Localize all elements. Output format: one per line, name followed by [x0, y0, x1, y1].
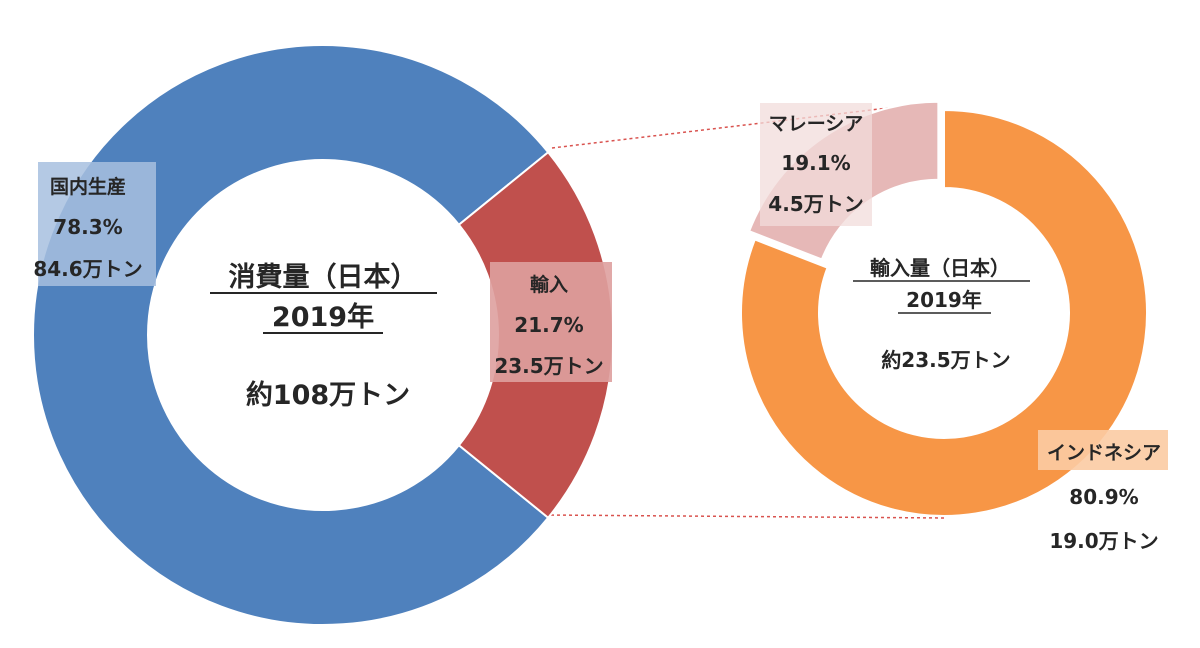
indonesia-label-box: [1038, 430, 1168, 470]
slice-domestic-production: [32, 44, 550, 626]
consumption-title: 消費量（日本）: [229, 262, 418, 293]
indonesia-percent: 80.9%: [1069, 485, 1138, 509]
domestic-label: 国内生産: [50, 175, 126, 198]
malaysia-percent: 19.1%: [781, 151, 850, 175]
consumption-year: 2019年: [272, 301, 374, 333]
import-donut: 輸入量（日本） 2019年 約23.5万トン マレーシア 19.1% 4.5万ト…: [740, 100, 1168, 553]
connector-line-bottom: [544, 514, 946, 519]
consumption-total: 約108万トン: [246, 379, 410, 411]
import-volume-year: 2019年: [906, 288, 982, 312]
import-volume-total: 約23.5万トン: [881, 348, 1010, 372]
indonesia-label: インドネシア: [1047, 442, 1161, 464]
domestic-percent: 78.3%: [53, 215, 122, 239]
indonesia-amount: 19.0万トン: [1049, 529, 1158, 553]
malaysia-amount: 4.5万トン: [768, 192, 863, 216]
import-label: 輸入: [530, 273, 568, 296]
malaysia-label: マレーシア: [769, 113, 864, 135]
import-volume-title: 輸入量（日本）: [870, 256, 1010, 280]
import-percent: 21.7%: [514, 313, 583, 337]
malaysia-label-box: [760, 103, 872, 226]
import-amount: 23.5万トン: [494, 354, 603, 378]
slice-indonesia: [740, 108, 1148, 517]
domestic-label-box: [38, 162, 156, 286]
domestic-amount: 84.6万トン: [33, 257, 142, 281]
import-label-box: [490, 262, 612, 382]
connector-line-top: [551, 101, 939, 149]
consumption-donut: 消費量（日本） 2019年 約108万トン 国内生産 78.3% 84.6万トン…: [32, 44, 614, 626]
